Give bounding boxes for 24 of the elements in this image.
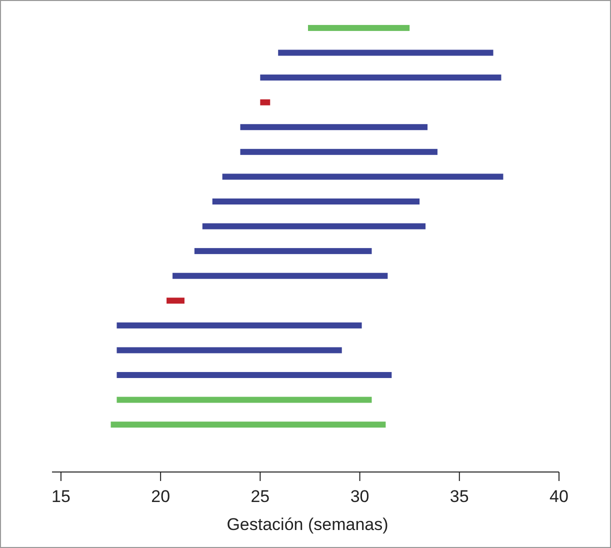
bar: [222, 174, 504, 180]
bar: [260, 99, 270, 106]
bar: [116, 322, 362, 328]
bar: [308, 24, 410, 31]
x-tick-label: 40: [550, 487, 568, 506]
bar: [116, 372, 392, 378]
x-tick-label: 30: [350, 487, 370, 506]
bar: [166, 298, 184, 304]
bar: [278, 50, 494, 56]
bar: [172, 272, 388, 279]
bar: [202, 223, 426, 230]
x-tick-label: 35: [450, 487, 469, 506]
x-axis-title: Gestación (semanas): [226, 515, 388, 534]
bar: [116, 347, 342, 354]
bar: [240, 148, 438, 155]
x-tick-label: 25: [250, 487, 270, 506]
bar: [212, 198, 420, 204]
bar: [194, 248, 372, 254]
bar: [116, 396, 372, 403]
x-tick-label: 15: [52, 487, 70, 506]
bar: [260, 74, 502, 81]
bar: [110, 422, 386, 428]
bar: [240, 124, 428, 130]
x-tick-label: 20: [151, 487, 170, 506]
